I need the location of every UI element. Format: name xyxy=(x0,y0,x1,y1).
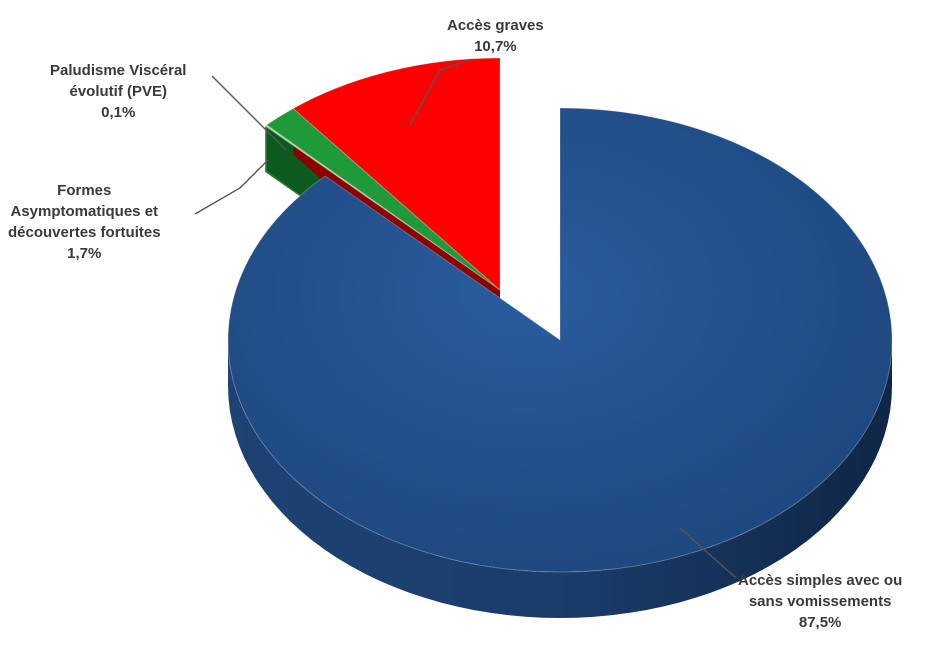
label-line: Accès simples avec ou xyxy=(738,570,902,591)
slice-value: 10,7% xyxy=(447,36,544,57)
pie-slice-simple xyxy=(228,108,892,572)
slice-value: 0,1% xyxy=(50,102,186,123)
pie-slice-tops xyxy=(228,58,892,572)
label-line: découvertes fortuites xyxy=(8,222,161,243)
slice-value: 1,7% xyxy=(8,243,161,264)
slice-label-acces-graves: Accès graves 10,7% xyxy=(447,15,544,57)
leader-line-pve xyxy=(212,76,286,150)
label-line: Accès graves xyxy=(447,15,544,36)
label-line: Formes xyxy=(8,180,161,201)
label-line: Asymptomatiques et xyxy=(8,201,161,222)
label-line: Paludisme Viscéral xyxy=(50,60,186,81)
slice-label-pve: Paludisme Viscéral évolutif (PVE) 0,1% xyxy=(50,60,186,123)
slice-label-acces-simples: Accès simples avec ou sans vomissements … xyxy=(738,570,902,633)
label-line: sans vomissements xyxy=(738,591,902,612)
slice-label-formes-asymptomatiques: Formes Asymptomatiques et découvertes fo… xyxy=(8,180,161,264)
slice-value: 87,5% xyxy=(738,612,902,633)
label-line: évolutif (PVE) xyxy=(50,81,186,102)
leader-line-asym xyxy=(195,160,268,214)
